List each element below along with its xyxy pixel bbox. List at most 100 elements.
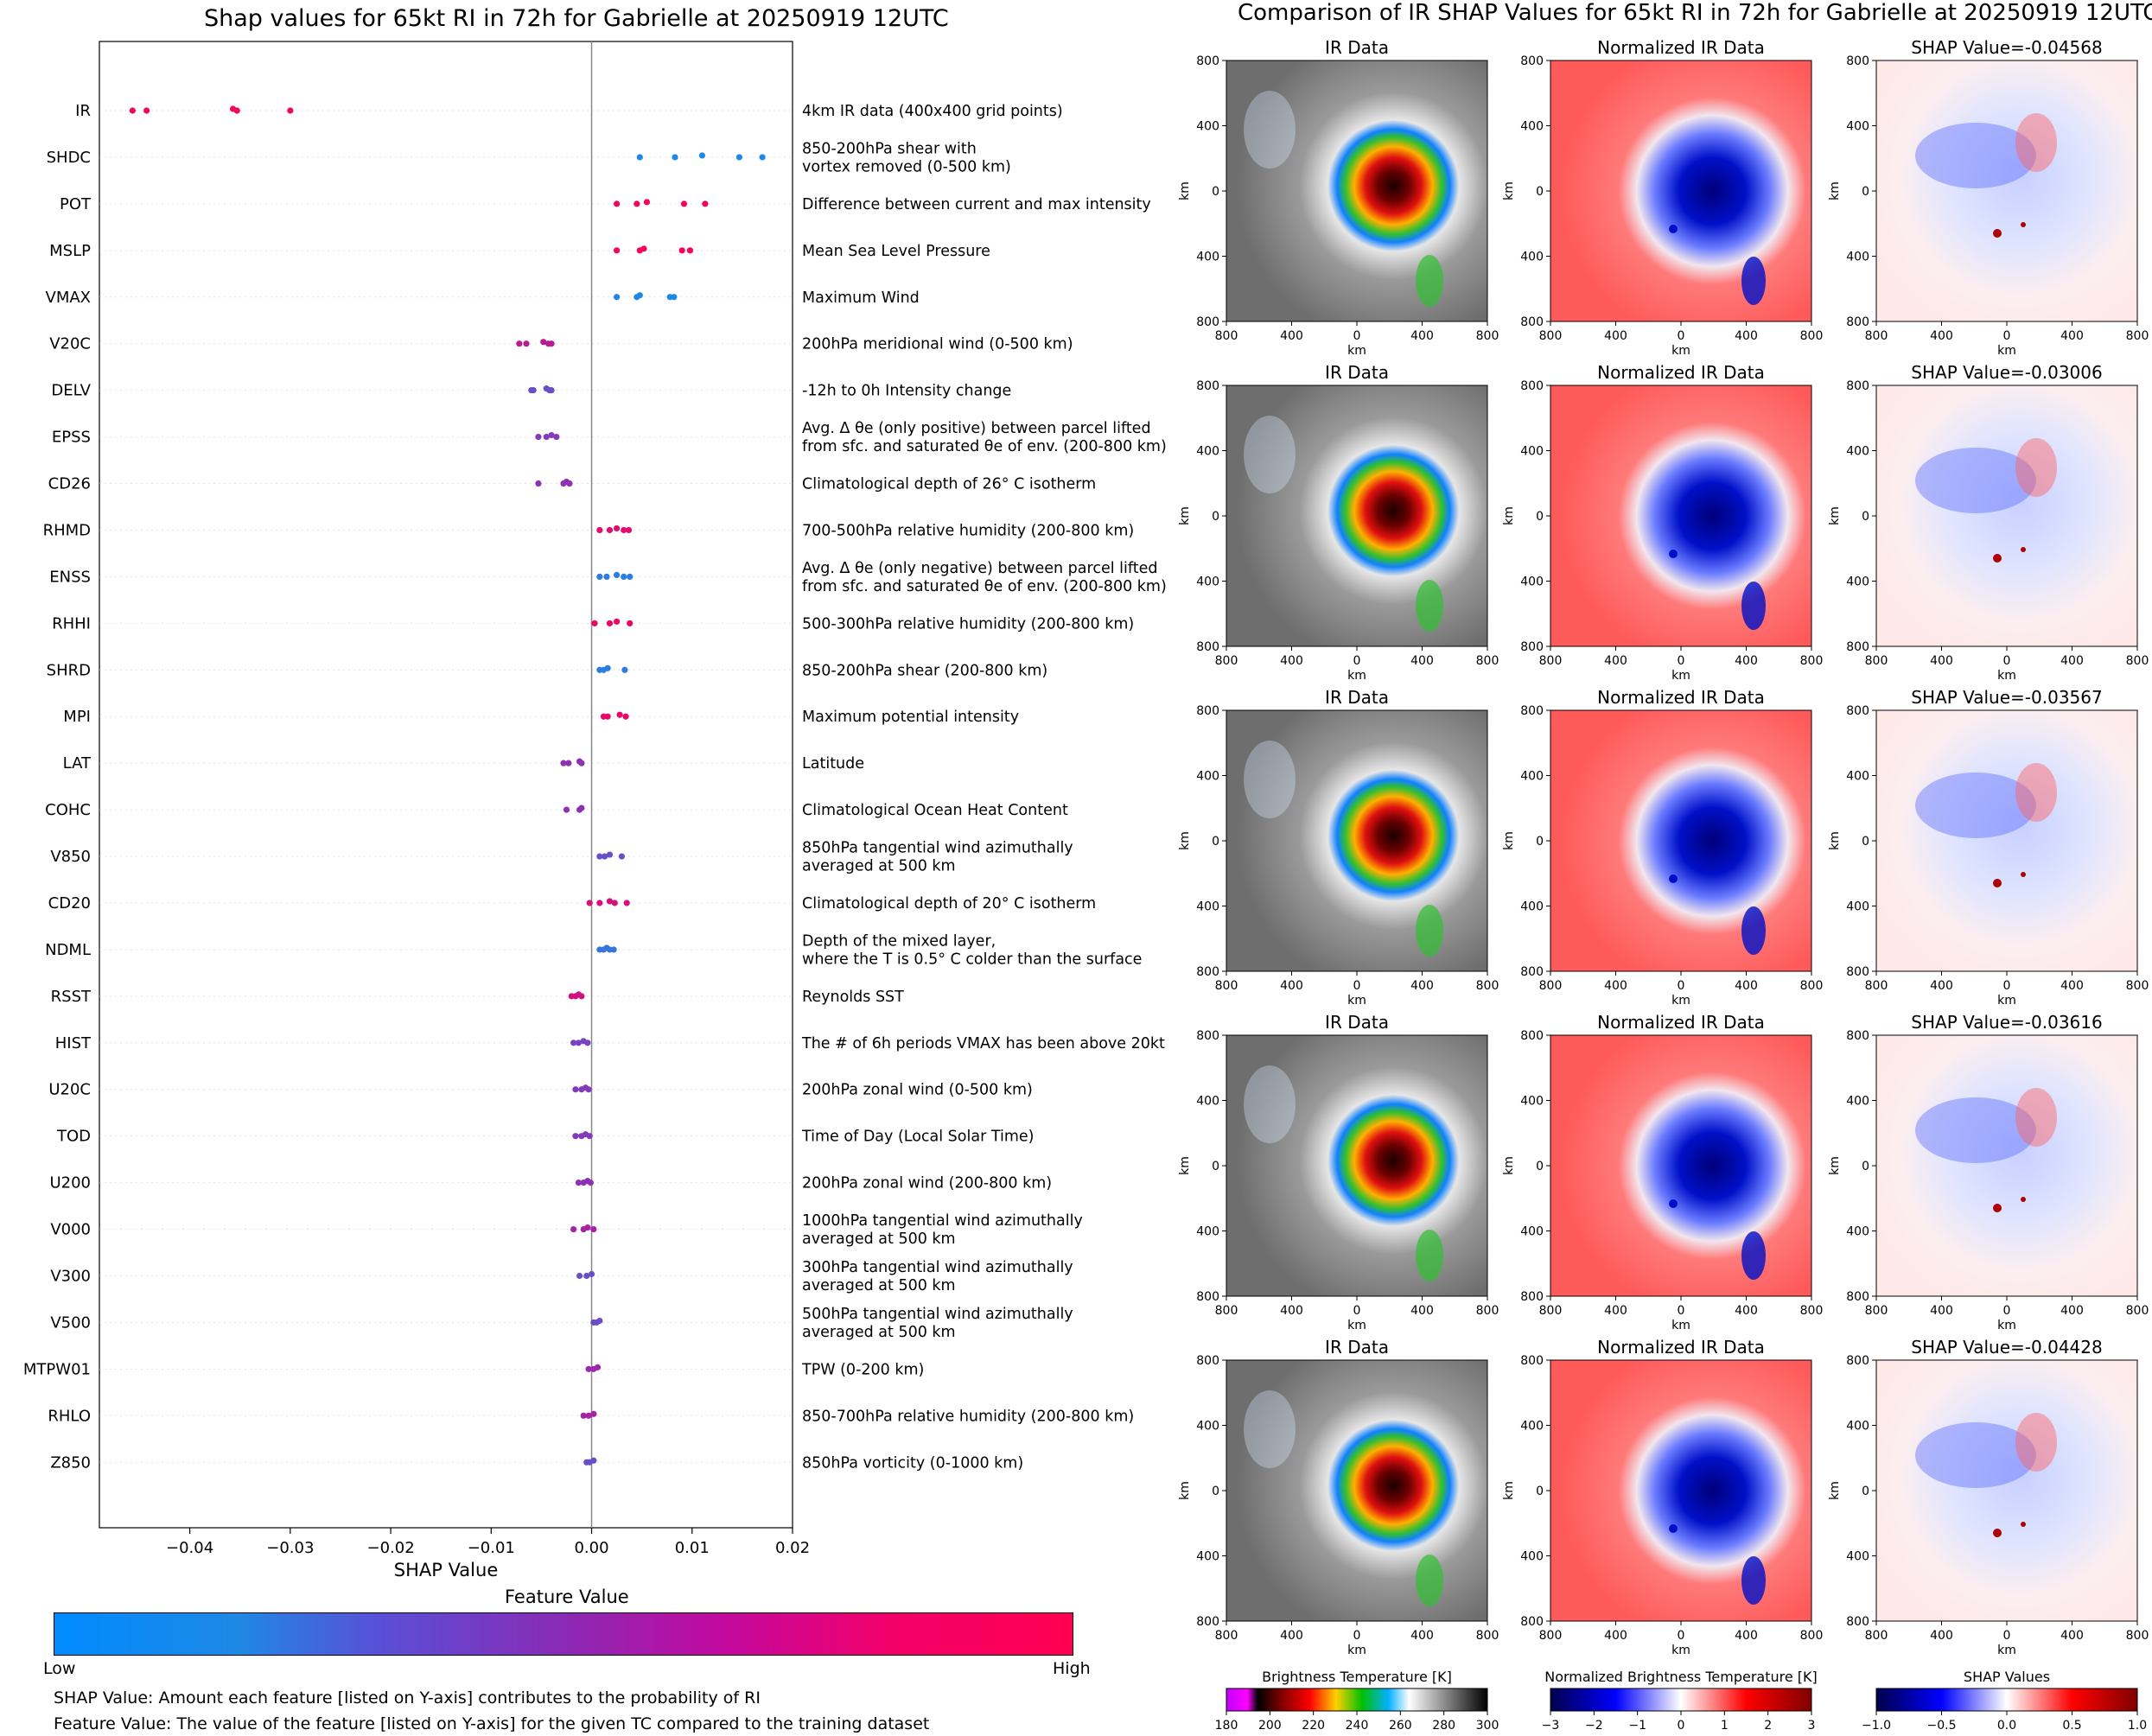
feature-name-ir: IR bbox=[75, 102, 91, 120]
shap-point-rhlo bbox=[580, 1412, 587, 1419]
y-tick-label: 400 bbox=[1846, 770, 1869, 784]
cloud-band bbox=[1741, 582, 1766, 630]
colorbar-tick-label: −0.5 bbox=[1927, 1719, 1957, 1733]
y-tick-label: 400 bbox=[1846, 1550, 1869, 1564]
x-tick-label: 0 bbox=[1353, 654, 1361, 668]
y-axis-label: km bbox=[1178, 181, 1192, 200]
y-tick-label: 800 bbox=[1196, 54, 1219, 68]
y-tick-label: 400 bbox=[1520, 1095, 1544, 1109]
cloud-band bbox=[1416, 905, 1443, 957]
y-tick-label: 400 bbox=[1846, 1225, 1869, 1239]
colorbar-tick-label: 0.5 bbox=[2062, 1719, 2081, 1733]
x-tick-label: 400 bbox=[2060, 654, 2084, 668]
shap-point-hist bbox=[570, 1040, 577, 1046]
y-tick-label: 400 bbox=[1846, 1095, 1869, 1109]
cloud-cell bbox=[1669, 1524, 1678, 1533]
shap-negative-region bbox=[1915, 1097, 2036, 1163]
x-tick-label: 400 bbox=[1604, 329, 1627, 343]
x-tick-label: 0 bbox=[1678, 979, 1685, 993]
x-tick-label: 800 bbox=[1539, 1304, 1563, 1318]
feature-description: Climatological depth of 26° C isotherm bbox=[802, 476, 1096, 493]
colorbar-tick-label: 300 bbox=[1476, 1719, 1499, 1733]
shap-point-v500 bbox=[596, 1317, 603, 1325]
panel-image bbox=[1226, 385, 1487, 646]
shap-point-u20c bbox=[585, 1086, 592, 1093]
y-tick-label: 400 bbox=[1520, 770, 1544, 784]
y-tick-label: 0 bbox=[1536, 1160, 1544, 1173]
y-tick-label: 0 bbox=[1862, 835, 1869, 849]
x-tick-label: −0.04 bbox=[166, 1539, 213, 1557]
cloud-cell bbox=[1669, 225, 1678, 233]
x-axis-label: km bbox=[1347, 344, 1366, 358]
y-tick-label: 400 bbox=[1520, 575, 1544, 589]
shap-positive-region bbox=[2015, 1088, 2057, 1147]
feature-description: Depth of the mixed layer, bbox=[802, 932, 996, 950]
x-tick-label: 800 bbox=[2126, 329, 2149, 343]
y-axis-label: km bbox=[1502, 1481, 1516, 1500]
panel-image bbox=[1550, 1360, 1811, 1621]
feature-description: Time of Day (Local Solar Time) bbox=[801, 1129, 1035, 1146]
x-tick-label: 800 bbox=[1476, 1629, 1499, 1643]
cloud-cell bbox=[1669, 874, 1678, 883]
ir-shap-comparison-grid: IR Data80080040040000400400800800kmkmNor… bbox=[1178, 37, 2149, 1733]
shap-point-cd20 bbox=[606, 898, 614, 905]
shap-point-delv bbox=[530, 387, 537, 394]
shap-point-ir bbox=[287, 107, 294, 114]
shap-point-rsst bbox=[578, 993, 585, 1000]
feature-name-u20c: U20C bbox=[48, 1081, 91, 1099]
colorbar-tick-label: 280 bbox=[1432, 1719, 1455, 1733]
feature-name-hist: HIST bbox=[55, 1034, 92, 1052]
shap-map-panel: SHAP Value=-0.03567800800400400004004008… bbox=[1828, 687, 2149, 1008]
x-tick-label: 400 bbox=[1604, 1304, 1627, 1318]
panel-title: IR Data bbox=[1325, 37, 1389, 58]
x-tick-label: 400 bbox=[1930, 1629, 1953, 1643]
plot-frame bbox=[99, 41, 793, 1529]
shap-point-v000 bbox=[584, 1224, 591, 1231]
y-tick-label: 400 bbox=[1846, 445, 1869, 459]
feature-name-cd26: CD26 bbox=[48, 475, 91, 493]
y-tick-label: 0 bbox=[1212, 835, 1219, 849]
shap-point-enss bbox=[613, 571, 621, 579]
shap-point-v850 bbox=[606, 851, 614, 858]
feature-description: The # of 6h periods VMAX has been above … bbox=[801, 1035, 1165, 1052]
x-tick-label: 0 bbox=[1678, 1629, 1685, 1643]
x-tick-label: 800 bbox=[1865, 1304, 1888, 1318]
feature-name-v500: V500 bbox=[50, 1313, 91, 1332]
feature-description: Maximum potential intensity bbox=[802, 709, 1019, 726]
y-tick-label: 800 bbox=[1846, 1029, 1869, 1043]
x-tick-label: 800 bbox=[1800, 1629, 1824, 1643]
x-tick-label: 800 bbox=[1800, 979, 1824, 993]
shap-values-colorbar: SHAP Values−1.0−0.50.00.51.01e−5 bbox=[1862, 1669, 2147, 1733]
shap-point-v850 bbox=[602, 853, 608, 860]
colorbar-tick-label: 260 bbox=[1389, 1719, 1412, 1733]
shap-point-vmax bbox=[613, 294, 621, 301]
feature-description: Avg. Δ θe (only negative) between parcel… bbox=[802, 560, 1157, 577]
colorbar-high-label: High bbox=[1053, 1659, 1091, 1678]
colorbar-title: Brightness Temperature [K] bbox=[1262, 1669, 1452, 1685]
colorbar-tick-label: −1 bbox=[1628, 1719, 1646, 1733]
colorbar-tick-label: 1 bbox=[1721, 1719, 1729, 1733]
x-tick-label: 800 bbox=[1800, 1304, 1824, 1318]
shap-hotspot bbox=[1993, 1529, 2002, 1537]
cloud-band bbox=[1244, 91, 1296, 169]
feature-value-colorbar bbox=[54, 1612, 1073, 1656]
colorbar-strip bbox=[1875, 1688, 2138, 1712]
x-tick-label: 800 bbox=[1215, 1629, 1238, 1643]
x-tick-label: 400 bbox=[1280, 329, 1303, 343]
shap-point-mpi bbox=[604, 713, 611, 720]
shap-point-v300 bbox=[576, 1272, 583, 1280]
y-tick-label: 0 bbox=[1862, 510, 1869, 524]
shap-point-cohc bbox=[578, 804, 585, 811]
y-tick-label: 400 bbox=[1520, 1420, 1544, 1434]
x-tick-label: 800 bbox=[2126, 1629, 2149, 1643]
shap-point-rhmd bbox=[596, 526, 603, 534]
shap-point-mpi bbox=[616, 711, 623, 718]
feature-description: Maximum Wind bbox=[802, 289, 920, 307]
feature-name-mslp: MSLP bbox=[49, 242, 91, 260]
y-tick-label: 400 bbox=[1520, 445, 1544, 459]
shap-negative-region bbox=[1915, 123, 2036, 188]
colorbar-tick-label: 220 bbox=[1302, 1719, 1325, 1733]
y-tick-label: 800 bbox=[1520, 54, 1544, 68]
